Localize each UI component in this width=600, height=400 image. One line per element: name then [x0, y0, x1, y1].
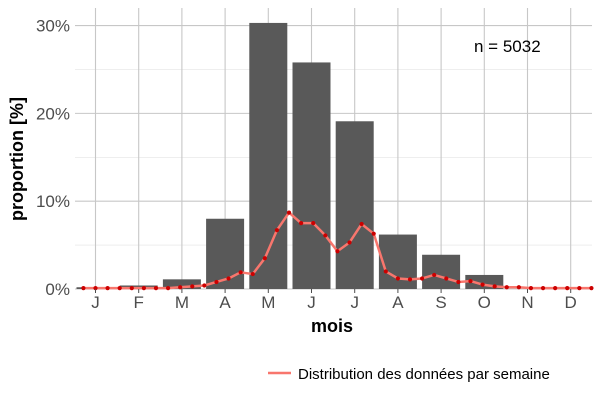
bar-5 [249, 22, 288, 289]
weekly-point [528, 286, 534, 291]
weekly-point [117, 286, 122, 291]
y-tick-label: 30% [36, 17, 70, 36]
weekly-point [565, 286, 570, 291]
y-tick-label: 20% [36, 104, 70, 123]
weekly-point [407, 277, 413, 282]
weekly-point [190, 284, 195, 289]
weekly-point [432, 272, 437, 278]
bar-3 [162, 279, 201, 289]
weekly-point [395, 276, 400, 281]
weekly-point [480, 282, 485, 287]
weekly-point [589, 286, 594, 291]
weekly-point [274, 228, 280, 233]
weekly-point [371, 231, 376, 236]
x-tick-label: M [175, 293, 189, 312]
x-tick-label: J [350, 293, 359, 312]
weekly-point [323, 233, 328, 238]
x-tick-label: A [392, 293, 404, 312]
weekly-point [250, 271, 255, 277]
weekly-point [347, 240, 352, 245]
weekly-point [81, 286, 86, 291]
weekly-point [202, 283, 207, 288]
bar-7 [335, 121, 374, 289]
x-tick-label: J [307, 293, 316, 312]
y-axis-label: proportion [%] [7, 97, 27, 221]
weekly-point [165, 286, 171, 291]
weekly-point [178, 285, 183, 290]
weekly-point [129, 286, 134, 291]
weekly-point [226, 276, 231, 281]
weekly-point [214, 279, 219, 285]
x-tick-label: J [91, 293, 100, 312]
x-tick-label: M [261, 293, 275, 312]
legend: Distribution des données par semaine [268, 366, 550, 383]
weekly-point [504, 285, 509, 290]
weekly-point [262, 256, 267, 261]
weekly-point [456, 279, 461, 285]
x-tick-label: D [565, 293, 577, 312]
x-tick-label: N [521, 293, 533, 312]
x-tick-label: F [134, 293, 144, 312]
weekly-point [444, 276, 449, 281]
weekly-point [286, 210, 292, 215]
weekly-distribution [81, 210, 594, 291]
chart-annotation: n = 5032 [474, 37, 541, 56]
x-axis-label: mois [311, 316, 353, 336]
weekly-point [141, 286, 146, 291]
bar-4 [206, 218, 245, 289]
weekly-point [105, 286, 110, 291]
x-tick-label: A [219, 293, 231, 312]
weekly-point [383, 269, 388, 274]
y-tick-label: 10% [36, 192, 70, 211]
bars [76, 22, 504, 289]
y-tick-labels: 0% 10% 20% 30% [36, 17, 70, 299]
weekly-point [153, 286, 159, 291]
weekly-point [540, 286, 546, 291]
x-tick-label: O [478, 293, 491, 312]
bar-6 [292, 62, 331, 289]
weekly-point [577, 286, 582, 291]
legend-label: Distribution des données par semaine [298, 366, 550, 383]
weekly-point [299, 221, 304, 226]
weekly-point [359, 221, 364, 227]
y-tick-label: 0% [45, 280, 70, 299]
weekly-point [238, 270, 243, 275]
bar-9 [422, 254, 461, 289]
weekly-point [468, 278, 473, 284]
weekly-point [93, 286, 98, 291]
x-tick-label: S [435, 293, 446, 312]
weekly-point [311, 221, 316, 226]
weekly-point [516, 285, 521, 290]
weekly-point [553, 286, 558, 291]
weekly-point [492, 284, 497, 289]
weekly-point [419, 276, 425, 281]
weekly-point [335, 249, 340, 254]
